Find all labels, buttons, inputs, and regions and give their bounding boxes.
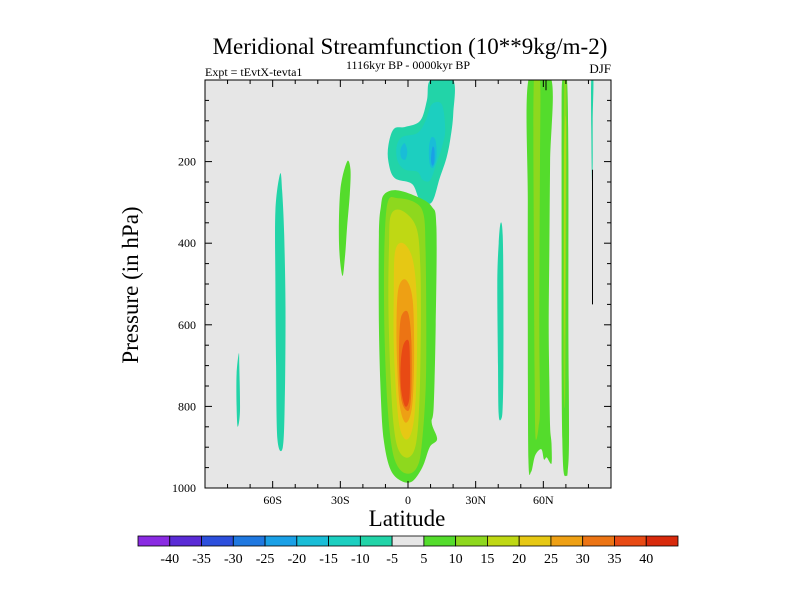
y-tick-label: 200 [178, 155, 196, 169]
colorbar-swatch [614, 535, 647, 547]
colorbar-label: 25 [544, 552, 558, 567]
x-tick-label: 0 [405, 493, 411, 507]
colorbar-swatch [423, 535, 457, 547]
colorbar-swatch [201, 535, 234, 547]
colorbar-label: -35 [192, 552, 211, 567]
colorbar-label: 20 [512, 552, 526, 567]
y-tick-label: 800 [178, 399, 196, 413]
colorbar-label: -40 [160, 552, 179, 567]
colorbar-label: -20 [287, 552, 306, 567]
y-axis-label: Pressure (in hPa) [118, 206, 143, 363]
chart-title: Meridional Streamfunction (10**9kg/m-2) [213, 34, 608, 59]
colorbar-swatch [645, 535, 679, 547]
x-tick-label: 30N [465, 493, 486, 507]
contour-region-upper-negative-cell-core-3 [431, 146, 435, 166]
colorbar-swatch [264, 535, 298, 547]
colorbar-swatch [550, 535, 584, 547]
colorbar-swatch [391, 535, 425, 547]
colorbar-swatch [137, 535, 171, 547]
colorbar-swatch [582, 535, 615, 547]
colorbar-label: -10 [351, 552, 370, 567]
colorbar-label: 30 [576, 552, 590, 567]
colorbar-label: -5 [386, 552, 398, 567]
colorbar-label: 35 [607, 552, 621, 567]
colorbar-label: -25 [256, 552, 275, 567]
subtitle-period: 1116kyr BP - 0000kyr BP [346, 58, 470, 72]
contour-region-antarctic-negative-strip [236, 353, 241, 427]
contour-region-hadley-positive-cell-35 [400, 339, 411, 407]
x-tick-label: 60N [533, 493, 554, 507]
contour-region-midlat-positive-strip-outer [526, 80, 553, 475]
colorbar-swatch [328, 535, 361, 547]
colorbar-swatch [232, 535, 266, 547]
x-tick-label: 30S [331, 493, 350, 507]
contour-region-arctic-negative-strip [591, 80, 594, 183]
contour-region-southern-positive-cell [338, 160, 351, 277]
contour-region-midlat-positive-strip-inner [533, 80, 541, 440]
colorbar-label: 40 [639, 552, 653, 567]
colorbar-swatch [296, 535, 329, 547]
colorbar-label: 5 [420, 552, 427, 567]
colorbar-swatch [169, 535, 202, 547]
colorbar-label: 10 [449, 552, 463, 567]
contour-region-northern-negative-cell [497, 222, 504, 421]
y-tick-label: 600 [178, 318, 196, 332]
colorbar-label: -15 [319, 552, 338, 567]
colorbar-swatch [359, 535, 393, 547]
subtitle-season: DJF [589, 61, 611, 76]
colorbar-label: 15 [480, 552, 494, 567]
contour-region-upper-negative-cell-core [400, 143, 408, 160]
colorbar-swatch [455, 535, 488, 547]
colorbar-swatch [518, 535, 552, 547]
colorbar-label: -30 [224, 552, 243, 567]
contour-region-southern-negative-cell [275, 173, 286, 452]
colorbar-swatch [487, 535, 520, 547]
x-axis-label: Latitude [369, 506, 446, 531]
y-tick-label: 1000 [172, 481, 196, 495]
contour-region-polar-positive-strip-core [564, 115, 566, 346]
subtitle-experiment: Expt = tEvtX-tevta1 [205, 65, 302, 79]
y-tick-label: 400 [178, 236, 196, 250]
x-tick-label: 60S [263, 493, 282, 507]
